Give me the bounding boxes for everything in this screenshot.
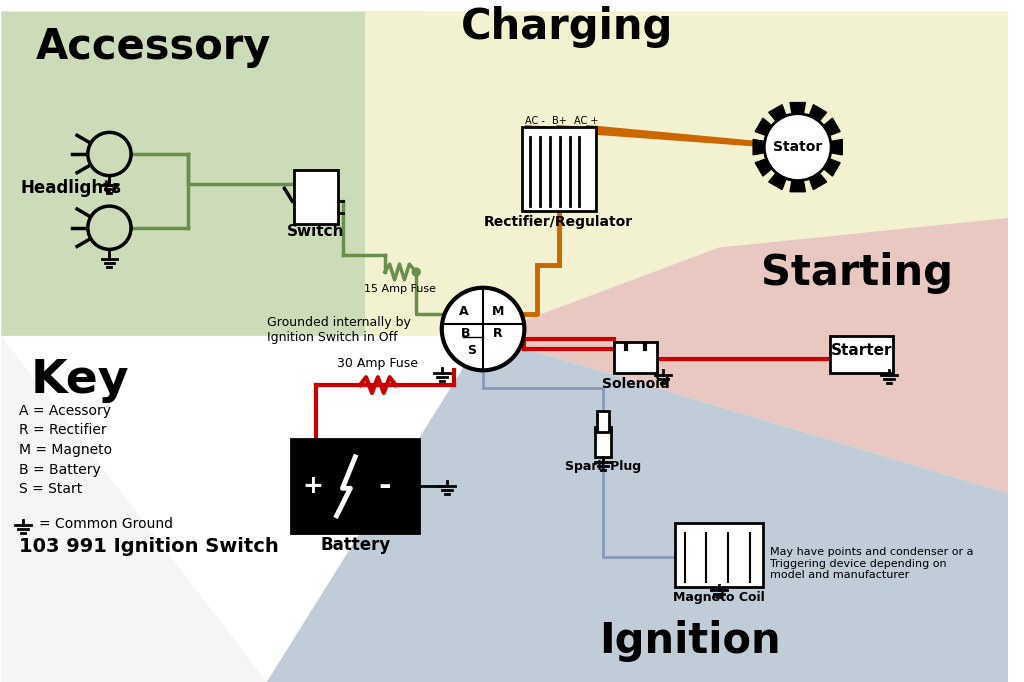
Text: Starting: Starting [761,252,952,294]
Text: +: + [302,475,324,499]
Polygon shape [769,173,786,190]
Text: Grounded internally by
Ignition Switch in Off: Grounded internally by Ignition Switch i… [267,316,411,344]
Text: R: R [493,327,503,340]
Text: = Common Ground: = Common Ground [39,517,173,531]
Text: S: S [467,344,476,357]
Circle shape [441,288,524,370]
Text: Stator: Stator [773,140,822,154]
Text: -: - [379,472,391,501]
Text: Battery: Battery [321,536,390,554]
Bar [597,411,609,432]
Text: Magneto Coil: Magneto Coil [673,591,765,604]
Bar [294,170,338,224]
Text: Headlights: Headlights [20,179,122,197]
Text: Rectifier/Regulator: Rectifier/Regulator [484,215,633,228]
Polygon shape [823,118,840,136]
Circle shape [764,114,831,181]
Text: Solenoid: Solenoid [601,377,670,391]
Text: Spark Plug: Spark Plug [565,460,641,473]
Text: A: A [459,305,468,318]
Polygon shape [753,139,765,155]
Text: 103 991 Ignition Switch: 103 991 Ignition Switch [19,537,279,557]
Text: Key: Key [31,358,129,403]
Polygon shape [1,12,424,336]
Text: 30 Amp Fuse: 30 Amp Fuse [337,357,419,370]
Bar [522,128,596,211]
Polygon shape [756,118,772,136]
Polygon shape [809,173,826,190]
Polygon shape [483,218,1008,493]
Polygon shape [791,102,805,114]
Text: Accessory: Accessory [36,26,271,68]
Text: May have points and condenser or a
Triggering device depending on
model and manu: May have points and condenser or a Trigg… [770,547,974,580]
Bar [595,428,611,457]
Text: Switch: Switch [287,224,345,239]
Polygon shape [823,159,840,176]
Text: Charging: Charging [461,6,673,48]
Polygon shape [366,12,1008,336]
Bar [830,336,893,373]
Text: Ignition: Ignition [599,619,780,662]
Circle shape [413,268,420,276]
Polygon shape [756,159,772,176]
Text: M: M [492,305,504,318]
Polygon shape [791,180,805,192]
Text: AC +: AC + [573,115,598,125]
Text: M = Magneto: M = Magneto [19,443,112,457]
Text: B = Battery: B = Battery [19,462,100,477]
Polygon shape [809,105,826,121]
Text: R = Rectifier: R = Rectifier [19,424,106,437]
Bar [675,522,763,587]
Polygon shape [769,105,786,121]
Text: 15 Amp Fuse: 15 Amp Fuse [365,284,436,294]
Bar [613,342,657,373]
Text: B: B [461,327,470,340]
Text: Starter: Starter [830,342,892,357]
Text: B+: B+ [552,115,566,125]
Polygon shape [1,336,267,682]
Polygon shape [830,139,843,155]
Bar [292,439,419,533]
Text: AC -: AC - [525,115,545,125]
Polygon shape [267,336,1008,682]
Text: A = Acessory: A = Acessory [19,404,111,417]
Text: S = Start: S = Start [19,482,82,496]
